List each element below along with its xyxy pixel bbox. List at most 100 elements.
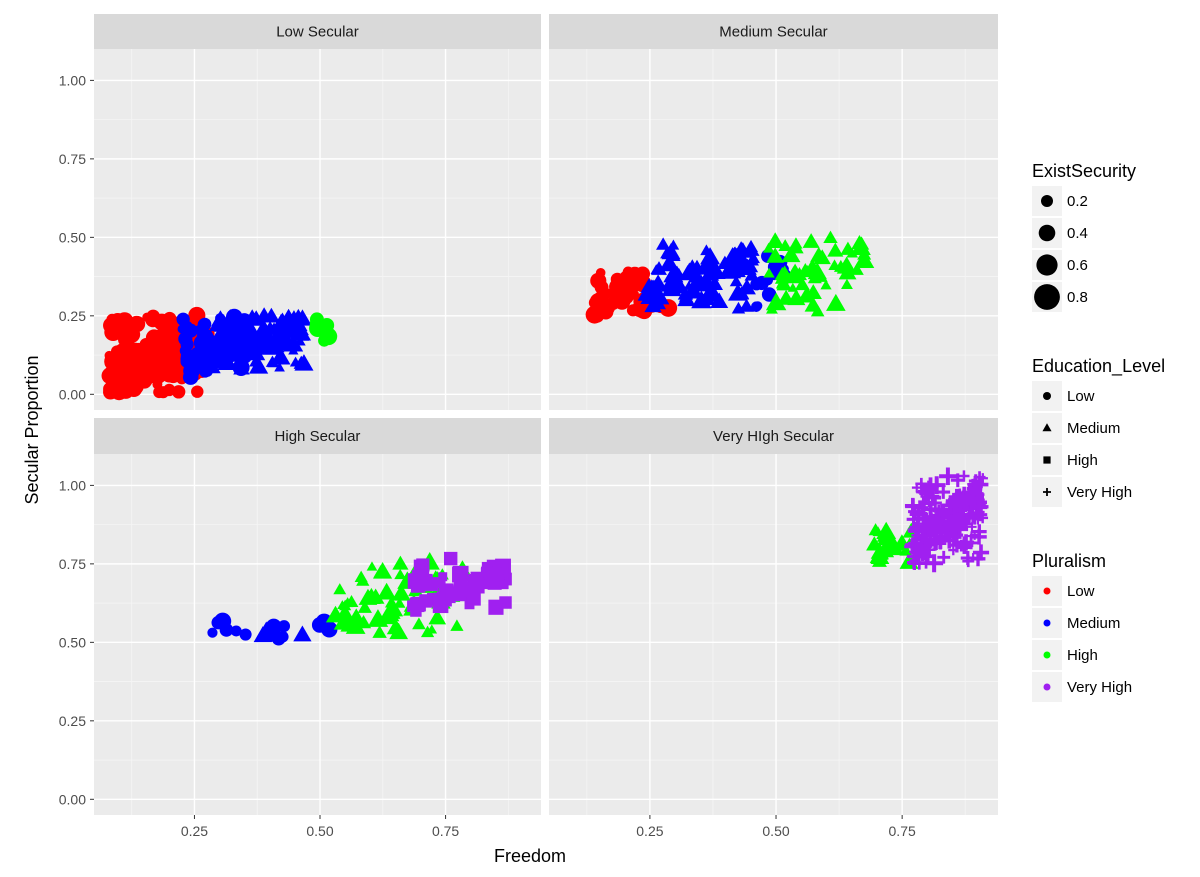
data-point: [797, 286, 817, 303]
data-point: [645, 288, 663, 303]
data-point: [428, 609, 447, 625]
data-point: [367, 609, 389, 627]
data-point: [321, 621, 338, 638]
data-point: [762, 242, 775, 253]
data-point: [763, 267, 775, 278]
data-point: [438, 572, 448, 582]
data-point: [737, 278, 756, 295]
data-point: [936, 516, 946, 526]
facet-panel: High Secular: [94, 418, 541, 815]
legend-color: Pluralism Low Medium High Very High: [1032, 551, 1132, 702]
data-point: [153, 386, 166, 399]
data-point: [747, 255, 759, 266]
data-point: [453, 581, 469, 597]
data-point: [492, 561, 502, 570]
data-point: [644, 297, 662, 313]
data-point: [420, 625, 435, 638]
data-point: [255, 307, 273, 322]
data-point: [937, 550, 951, 564]
data-point: [951, 518, 968, 535]
legend-symbol: [1034, 284, 1060, 310]
legend-symbol: [1043, 392, 1051, 400]
legend-label: Low: [1067, 388, 1095, 405]
data-point: [656, 237, 671, 250]
y-axis-title: Secular Proportion: [22, 355, 42, 504]
data-point: [942, 496, 960, 515]
data-point: [908, 504, 922, 519]
data-point: [372, 625, 387, 638]
data-point: [201, 356, 221, 374]
data-point: [727, 261, 746, 277]
data-point: [911, 482, 922, 493]
data-point: [910, 524, 923, 537]
legend-symbol: [1043, 456, 1051, 464]
data-point: [789, 263, 802, 275]
data-points: [101, 306, 338, 401]
data-point: [785, 271, 798, 283]
data-point: [179, 345, 192, 357]
data-point: [345, 616, 366, 634]
data-point: [249, 339, 261, 349]
data-point: [254, 350, 266, 361]
data-point: [820, 279, 832, 290]
data-point: [779, 289, 793, 302]
data-point: [794, 277, 810, 291]
y-tick-label: 0.25: [59, 713, 86, 729]
panel-background: [94, 454, 541, 815]
data-point: [950, 473, 965, 488]
data-point: [869, 550, 884, 564]
x-tick-label: 0.75: [889, 823, 916, 839]
data-point: [750, 278, 763, 291]
data-point: [499, 596, 512, 609]
data-point: [857, 247, 872, 260]
data-point: [899, 544, 913, 556]
data-point: [878, 535, 898, 553]
data-point: [292, 326, 310, 341]
data-point: [868, 523, 883, 536]
data-point: [126, 364, 139, 377]
data-point: [939, 467, 957, 486]
data-point: [969, 498, 988, 516]
data-point: [171, 385, 186, 399]
data-point: [689, 271, 707, 286]
data-point: [907, 555, 921, 570]
data-point: [163, 383, 176, 397]
data-point: [162, 313, 177, 329]
data-point: [234, 329, 254, 347]
legend-symbol: [1038, 224, 1056, 242]
data-point: [608, 288, 618, 298]
data-point: [412, 617, 426, 630]
data-point: [846, 247, 859, 258]
legend-size: ExistSecurity 0.2 0.4 0.6 0.8: [1032, 161, 1136, 312]
data-point: [766, 247, 785, 263]
legend-label: Low: [1067, 583, 1095, 600]
data-point: [939, 524, 952, 536]
data-point: [827, 242, 844, 257]
facet-strip-label: Very HIgh Secular: [713, 428, 834, 445]
data-point: [744, 267, 760, 281]
data-point: [271, 631, 286, 646]
data-point: [648, 274, 668, 291]
data-point: [588, 296, 601, 309]
data-point: [104, 323, 123, 342]
data-point: [211, 314, 225, 326]
legend-label: Medium: [1067, 615, 1120, 632]
data-point: [781, 245, 801, 263]
data-point: [836, 256, 857, 274]
facet-strip-label: Low Secular: [276, 24, 359, 41]
data-point: [936, 505, 951, 520]
legend-title: Education_Level: [1032, 356, 1165, 377]
legend-label: 0.8: [1067, 289, 1088, 306]
data-point: [470, 571, 484, 585]
data-point: [936, 485, 951, 499]
data-point: [256, 621, 277, 639]
y-tick-label: 0.00: [59, 791, 86, 807]
facet-panel: Low Secular: [94, 14, 541, 410]
data-point: [366, 588, 385, 604]
data-point: [924, 517, 938, 531]
data-point: [812, 268, 828, 282]
data-point: [634, 274, 648, 289]
data-point: [919, 548, 936, 565]
